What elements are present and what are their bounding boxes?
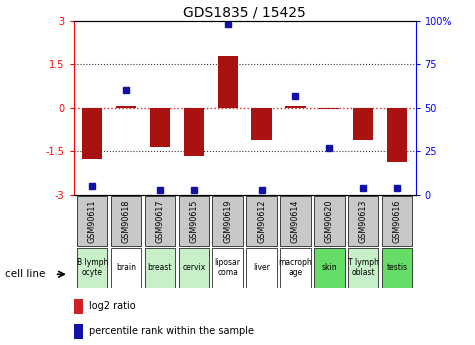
Bar	[348, 248, 379, 288]
Text: cell line: cell line	[5, 269, 45, 279]
Text: GSM90619: GSM90619	[223, 199, 232, 243]
Bar	[387, 108, 407, 161]
Text: GSM90611: GSM90611	[88, 199, 97, 243]
Bar	[74, 324, 83, 338]
Bar	[150, 108, 170, 147]
Text: breast: breast	[148, 263, 172, 272]
Bar	[145, 196, 175, 246]
Bar	[212, 196, 243, 246]
Text: GSM90615: GSM90615	[190, 199, 199, 243]
Bar	[179, 196, 209, 246]
Text: GSM90618: GSM90618	[122, 199, 131, 243]
Text: cervix: cervix	[182, 263, 206, 272]
Text: GSM90612: GSM90612	[257, 199, 266, 243]
Title: GDS1835 / 15425: GDS1835 / 15425	[183, 6, 306, 20]
Bar	[382, 196, 412, 246]
Bar	[314, 196, 344, 246]
Text: liposar
coma: liposar coma	[215, 258, 241, 277]
Bar	[212, 248, 243, 288]
Text: log2 ratio: log2 ratio	[89, 302, 136, 312]
Bar	[280, 248, 311, 288]
Text: B lymph
ocyte: B lymph ocyte	[76, 258, 108, 277]
Bar	[314, 248, 344, 288]
Text: brain: brain	[116, 263, 136, 272]
Text: GSM90616: GSM90616	[392, 199, 401, 243]
Bar	[179, 248, 209, 288]
Bar	[348, 196, 379, 246]
Bar	[111, 248, 142, 288]
Text: percentile rank within the sample: percentile rank within the sample	[89, 326, 254, 336]
Bar	[218, 56, 238, 108]
Bar	[77, 196, 107, 246]
Bar	[145, 248, 175, 288]
Text: skin: skin	[322, 263, 337, 272]
Text: macroph
age: macroph age	[278, 258, 312, 277]
Bar	[382, 248, 412, 288]
Bar	[353, 108, 373, 140]
Bar	[280, 196, 311, 246]
Bar	[82, 108, 103, 159]
Text: liver: liver	[253, 263, 270, 272]
Bar	[184, 108, 204, 156]
Bar	[285, 106, 305, 108]
Bar	[251, 108, 272, 140]
Text: GSM90614: GSM90614	[291, 199, 300, 243]
Bar	[74, 299, 83, 314]
Bar	[319, 108, 340, 109]
Bar	[116, 106, 136, 108]
Text: GSM90613: GSM90613	[359, 199, 368, 243]
Bar	[77, 248, 107, 288]
Text: GSM90620: GSM90620	[325, 199, 334, 243]
Text: GSM90617: GSM90617	[155, 199, 164, 243]
Text: T lymph
oblast: T lymph oblast	[348, 258, 379, 277]
Bar	[247, 196, 277, 246]
Text: testis: testis	[387, 263, 408, 272]
Bar	[111, 196, 142, 246]
Bar	[247, 248, 277, 288]
